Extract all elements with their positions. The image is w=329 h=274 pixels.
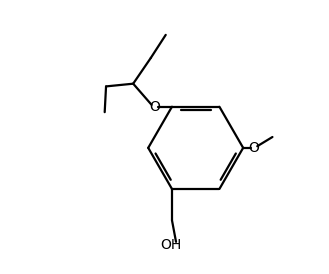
Text: OH: OH (161, 238, 182, 252)
Text: O: O (149, 100, 160, 114)
Text: O: O (249, 141, 260, 155)
